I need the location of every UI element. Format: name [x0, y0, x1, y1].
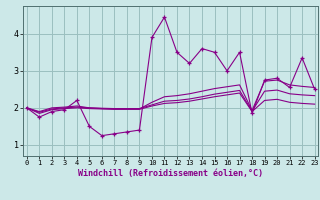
X-axis label: Windchill (Refroidissement éolien,°C): Windchill (Refroidissement éolien,°C) — [78, 169, 263, 178]
